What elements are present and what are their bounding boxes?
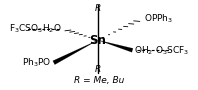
Polygon shape: [98, 40, 133, 52]
Text: R: R: [95, 4, 101, 13]
Text: R = Me, Bu: R = Me, Bu: [74, 76, 124, 85]
Text: $\mathregular{H_2O}$: $\mathregular{H_2O}$: [42, 23, 62, 35]
Text: $\mathregular{F_3CSO_3}$: $\mathregular{F_3CSO_3}$: [9, 23, 43, 35]
Polygon shape: [53, 40, 98, 65]
Text: $\mathregular{O_3SCF_3}$: $\mathregular{O_3SCF_3}$: [155, 44, 189, 57]
Text: $\mathregular{OH_2}$: $\mathregular{OH_2}$: [134, 44, 154, 57]
Text: $\mathregular{Ph_3PO}$: $\mathregular{Ph_3PO}$: [22, 56, 52, 69]
Text: R: R: [95, 65, 101, 74]
Text: $\mathregular{OPPh_3}$: $\mathregular{OPPh_3}$: [144, 12, 173, 25]
Text: Sn: Sn: [89, 34, 107, 47]
